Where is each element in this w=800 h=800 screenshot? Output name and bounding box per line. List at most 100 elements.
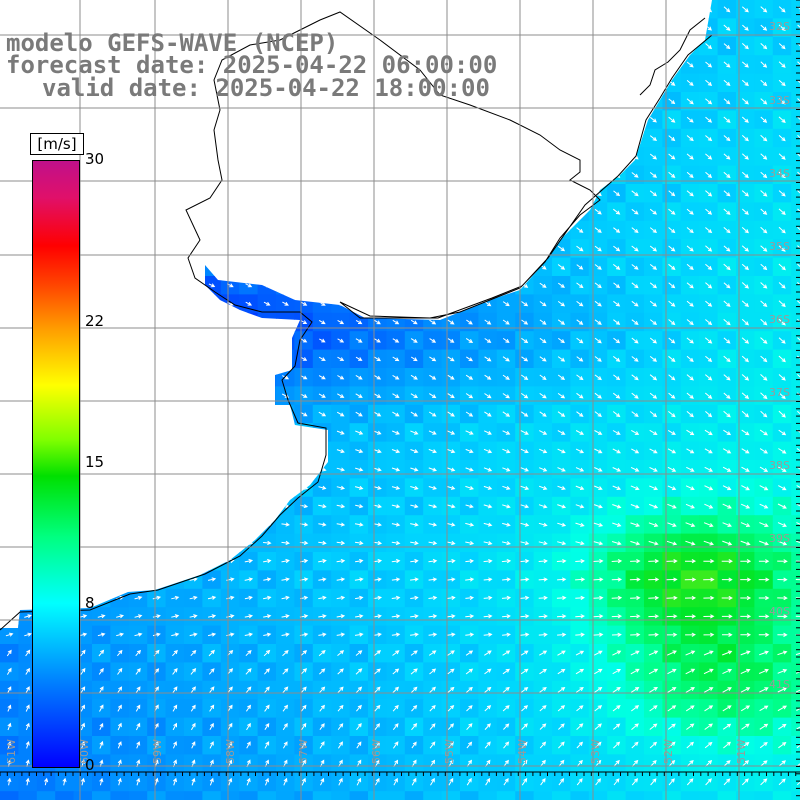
colorbar (32, 160, 80, 768)
wind-speed-cell (18, 791, 38, 800)
map-title-valid-date: valid date: 2025-04-22 18:00:00 (42, 74, 490, 102)
wind-arrow (649, 356, 658, 362)
wind-arrow (760, 171, 768, 179)
wind-arrow (613, 300, 621, 307)
wind-arrow (649, 208, 658, 215)
wind-arrow (797, 24, 800, 31)
wind-speed-cell (791, 312, 800, 332)
wind-arrow (373, 411, 382, 417)
wind-arrow (778, 392, 786, 400)
wind-arrow (649, 190, 658, 197)
wind-arrow (355, 393, 363, 398)
wind-speed-cell (791, 533, 800, 553)
wind-arrow (759, 429, 768, 436)
wind-arrow (668, 245, 676, 252)
wind-arrow (797, 98, 800, 105)
wind-speed-cell (791, 165, 800, 185)
wind-speed-cell (791, 588, 800, 608)
wind-speed-cell (791, 460, 800, 479)
wind-arrow (465, 411, 474, 417)
wind-arrow (631, 448, 640, 454)
wind-arrow (778, 98, 786, 105)
wind-arrow (576, 300, 584, 307)
wind-arrow (300, 338, 308, 343)
wind-arrow (649, 116, 657, 123)
wind-arrow (631, 190, 639, 197)
wind-speed-cell (791, 791, 800, 800)
wind-arrow (778, 318, 786, 326)
wind-arrow (705, 245, 713, 252)
wind-arrow (760, 24, 768, 31)
wind-arrow (355, 319, 363, 325)
wind-arrow (594, 392, 602, 399)
wind-speed-cell (791, 73, 800, 93)
wind-speed-cell (791, 404, 800, 424)
wind-arrow (760, 6, 768, 13)
wind-arrow (723, 429, 732, 436)
wind-speed-cell (791, 202, 800, 222)
wind-arrow (594, 374, 602, 381)
wind-arrow (337, 338, 345, 343)
wind-arrow (741, 429, 750, 436)
wind-arrow (337, 356, 345, 361)
wind-arrow (760, 116, 768, 123)
wind-arrow (667, 429, 676, 435)
wind-arrow (741, 318, 749, 326)
wind-arrow (797, 374, 800, 381)
wind-arrow (668, 135, 676, 142)
wind-arrow (705, 61, 713, 68)
wind-arrow (631, 264, 639, 270)
wind-arrow (429, 356, 437, 362)
wind-speed-cell (791, 552, 800, 571)
wind-arrow (778, 43, 786, 50)
wind-arrow (797, 337, 800, 344)
wind-arrow (704, 374, 713, 381)
wind-speed-cell (0, 791, 19, 800)
wind-arrow (502, 301, 510, 307)
wind-arrow (723, 79, 731, 86)
wind-arrow (557, 374, 566, 381)
wind-arrow (686, 61, 694, 68)
wind-arrow (796, 448, 800, 454)
wind-arrow (337, 393, 345, 398)
wind-arrow (686, 98, 694, 105)
wind-arrow (557, 264, 566, 270)
wind-speed-cell (644, 791, 663, 800)
wind-arrow (631, 208, 639, 215)
wind-arrow (539, 356, 547, 362)
wind-arrow (374, 356, 381, 362)
wind-arrow (300, 375, 308, 380)
wind-arrow (557, 448, 566, 454)
wind-arrow (686, 263, 694, 270)
wind-arrow (797, 300, 800, 308)
wind-arrow (649, 337, 658, 344)
wind-arrow (466, 356, 473, 362)
wind-arrow (575, 430, 585, 435)
wind-arrow (686, 392, 694, 399)
wind-arrow (668, 300, 676, 307)
wind-arrow (484, 338, 492, 343)
wind-arrow (741, 374, 750, 381)
wind-arrow (576, 337, 584, 344)
wind-arrow (613, 282, 621, 289)
wind-speed-cell (588, 791, 608, 800)
wind-arrow (465, 393, 474, 399)
wind-arrow (318, 393, 326, 398)
wind-arrow (521, 392, 529, 399)
wind-arrow (575, 448, 585, 454)
wind-arrow (760, 374, 768, 381)
wind-arrow (723, 135, 731, 142)
wind-arrow (778, 374, 786, 381)
wind-speed-cell (699, 791, 719, 800)
wind-arrow (778, 355, 786, 363)
wind-arrow (612, 264, 621, 270)
wind-speed-cell (791, 570, 800, 590)
wind-arrow (594, 448, 603, 454)
wind-arrow (741, 135, 749, 142)
wind-arrow (686, 374, 694, 381)
wind-arrow (705, 190, 713, 197)
wind-arrow (760, 318, 768, 326)
latitude-label: 39S (769, 532, 790, 545)
wind-arrow (576, 356, 584, 362)
wind-speed-cell (552, 791, 571, 800)
